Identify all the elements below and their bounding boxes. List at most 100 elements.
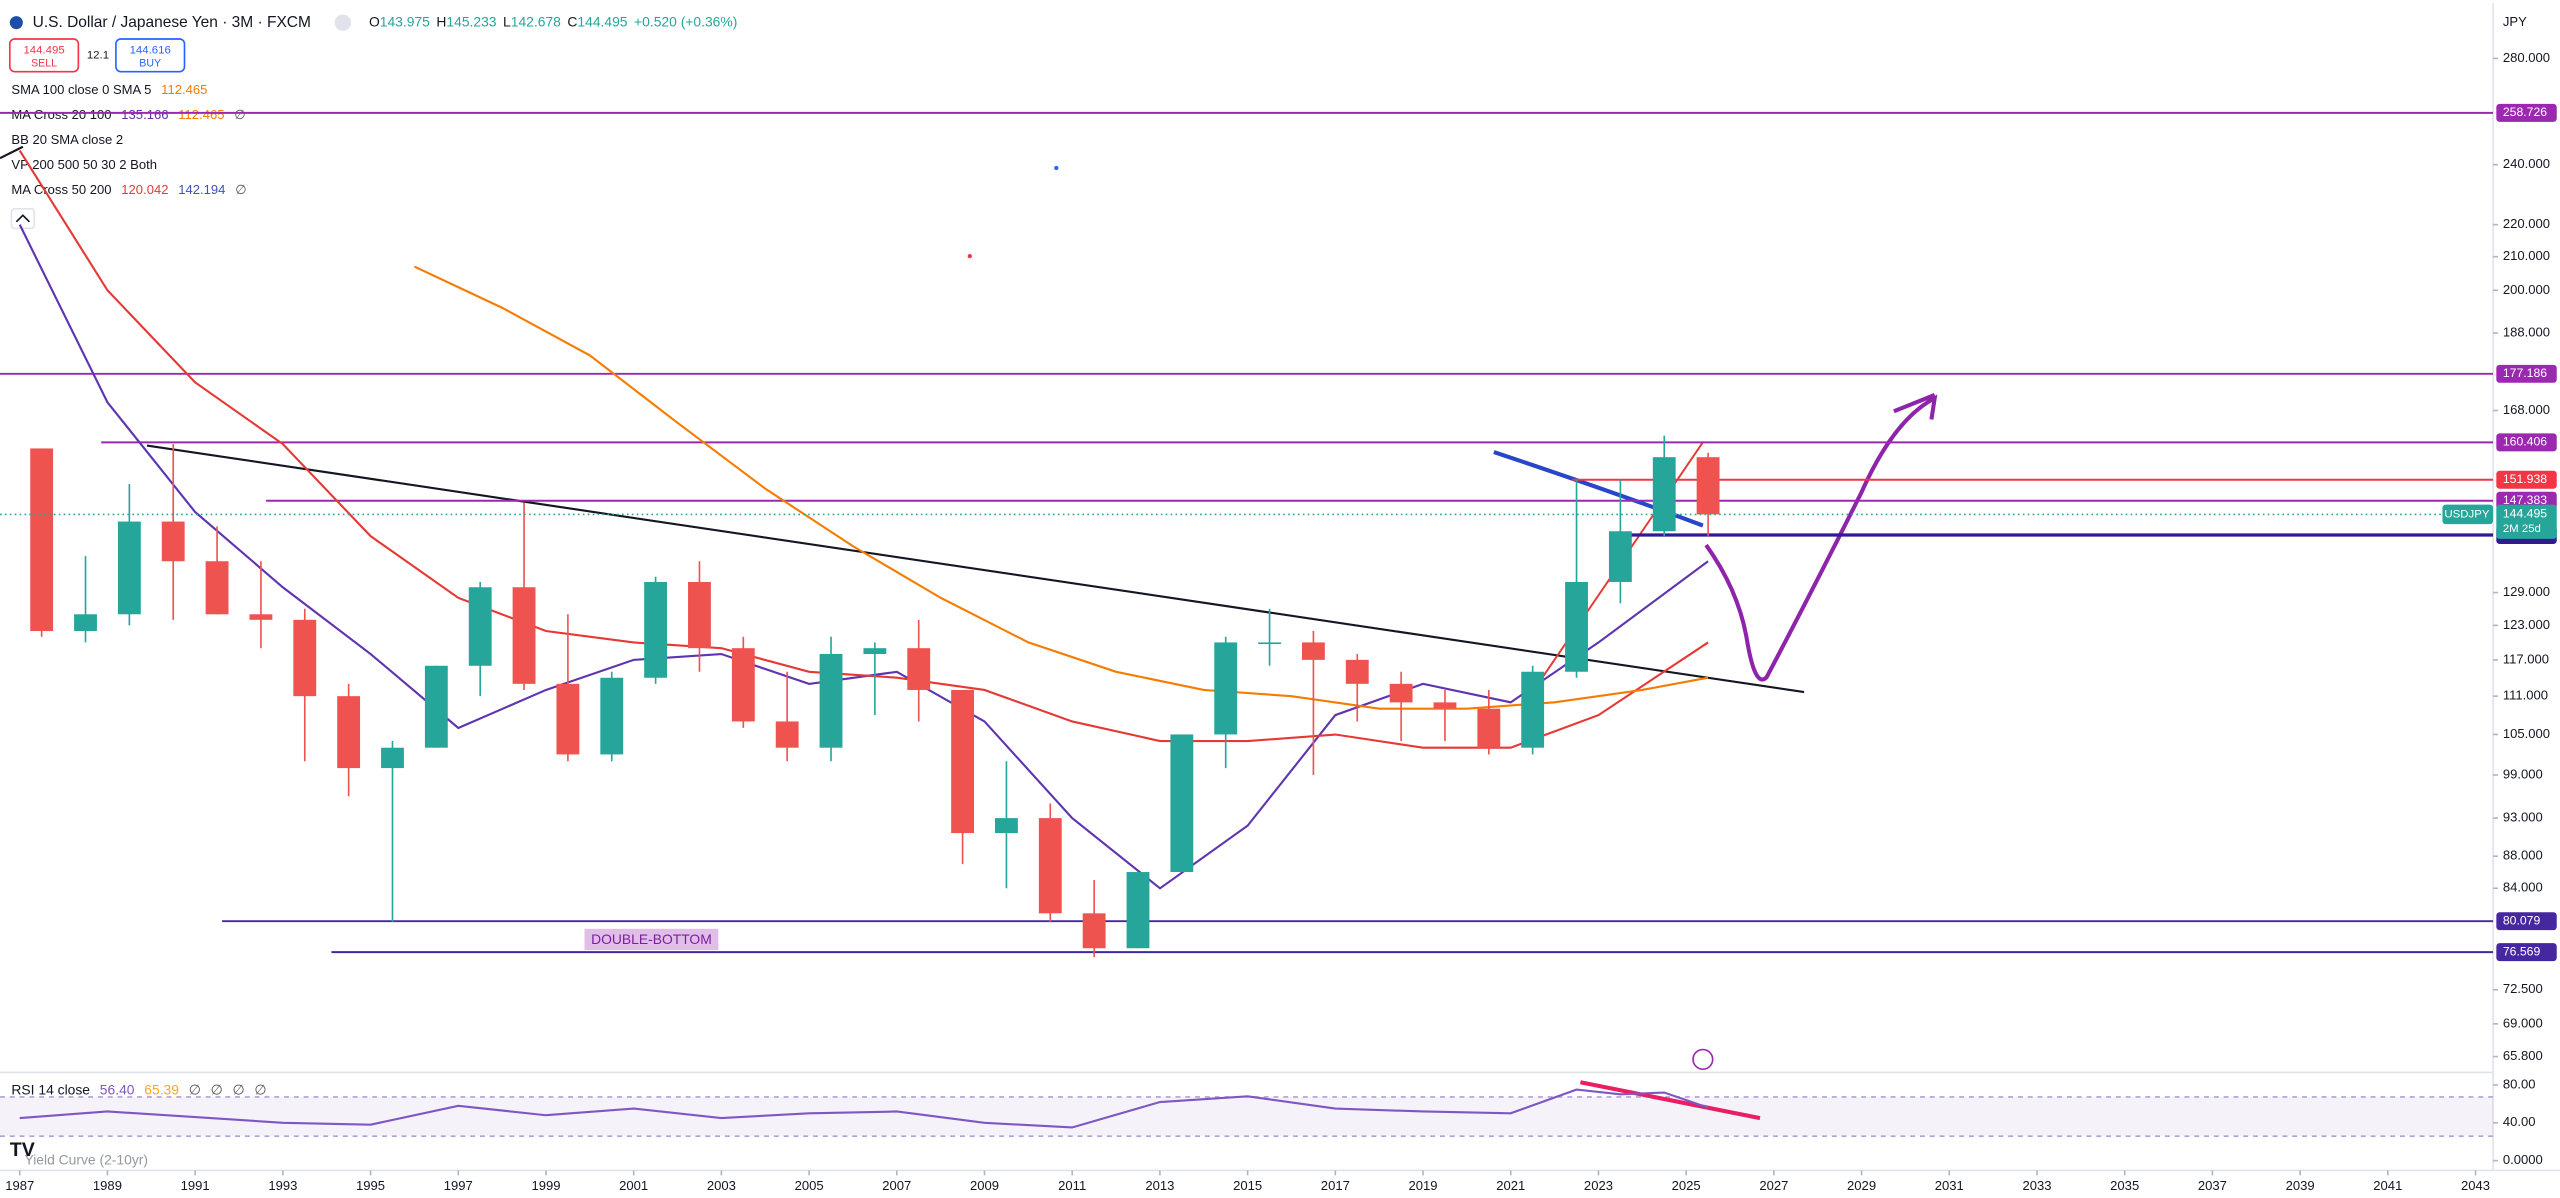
candle-body xyxy=(1389,683,1413,703)
indicator-value: ∅ xyxy=(254,1081,266,1097)
candle-body xyxy=(381,747,404,769)
x-tick-label: 2001 xyxy=(619,1178,648,1193)
symbol-badge-label: USDJPY xyxy=(2444,508,2489,520)
yield-label: Yield Curve (2-10yr) xyxy=(24,1151,147,1167)
menu-button[interactable] xyxy=(334,14,352,31)
candle-body xyxy=(1126,872,1150,949)
x-tick-label: 2011 xyxy=(1058,1178,1086,1193)
symbol-title: U.S. Dollar / Japanese Yen · 3M · FXCM xyxy=(33,14,311,31)
candle-body xyxy=(1038,818,1062,914)
level-badge-label: 177.186 xyxy=(2503,366,2547,380)
candle-body xyxy=(468,587,492,666)
x-tick-label: 2007 xyxy=(882,1178,911,1193)
indicator-value: 56.40 xyxy=(100,1081,135,1097)
x-tick-label: 2027 xyxy=(1759,1178,1788,1193)
y-tick-label: 188.000 xyxy=(2503,324,2550,339)
y-tick-label: 72.500 xyxy=(2503,981,2543,996)
ohlc-value: 143.975 xyxy=(380,13,430,29)
indicator-legend: MA Cross 20 100 135.166 112.465 ∅ xyxy=(11,108,245,123)
x-tick-label: 2017 xyxy=(1321,1178,1350,1193)
y-tick-label: 111.000 xyxy=(2503,688,2548,703)
level-badge-label: 160.406 xyxy=(2503,435,2547,449)
x-tick-label: 2041 xyxy=(2373,1178,2402,1193)
x-tick-label: 2039 xyxy=(2286,1178,2315,1193)
symbol-badge xyxy=(2442,504,2494,525)
x-tick-label: 2019 xyxy=(1409,1178,1438,1193)
indicator-value: 65.39 xyxy=(144,1081,179,1097)
candle-body xyxy=(644,581,668,678)
y-tick-label: 168.000 xyxy=(2503,402,2550,417)
candle-body xyxy=(819,654,843,748)
x-tick-label: 1989 xyxy=(93,1178,122,1193)
dot xyxy=(967,254,972,259)
indicator-value: ∅ xyxy=(189,1081,201,1097)
x-tick-label: 2031 xyxy=(1935,1178,1964,1193)
candle-body xyxy=(30,448,54,632)
x-tick-label: 1993 xyxy=(268,1178,297,1193)
candle-body xyxy=(1696,457,1720,515)
x-tick-label: 2009 xyxy=(970,1178,999,1193)
x-tick-label: 1995 xyxy=(356,1178,385,1193)
level-badge xyxy=(2496,103,2557,122)
level-badge-label: 76.569 xyxy=(2503,944,2541,958)
x-tick-label: 1991 xyxy=(181,1178,210,1193)
candle-body xyxy=(1301,642,1325,660)
y-tick-label: 84.000 xyxy=(2503,880,2543,895)
ohlc-value: 144.495 xyxy=(577,13,627,29)
indicator-value: 112.465 xyxy=(161,83,207,98)
buy-label: BUY xyxy=(139,57,161,69)
rsi-divergence xyxy=(1580,1080,1761,1121)
ohlc-value: 145.233 xyxy=(446,13,496,29)
price-badge xyxy=(2496,504,2557,539)
buy-button[interactable] xyxy=(115,38,186,73)
collapse-icon xyxy=(15,214,30,223)
ohlc-key: O xyxy=(369,13,380,29)
x-tick-label: 2023 xyxy=(1584,1178,1613,1193)
x-tick-label: 2037 xyxy=(2198,1178,2227,1193)
indicator-value: ∅ xyxy=(233,1081,245,1097)
x-tick-label: 1987 xyxy=(5,1178,34,1193)
candle-body xyxy=(1345,659,1369,684)
level-badge xyxy=(2496,470,2557,489)
candle-body xyxy=(775,721,799,748)
indicator-legend: SMA 100 close 0 SMA 5 112.465 xyxy=(11,83,207,98)
sell-button[interactable] xyxy=(8,38,80,73)
ohlc: O143.975 H145.233 L142.678 C144.495 +0.520 (… xyxy=(369,13,737,29)
dot xyxy=(1054,165,1059,171)
y-tick-label: 69.000 xyxy=(2503,1015,2543,1030)
level-badge-label: 151.938 xyxy=(2503,472,2547,486)
x-tick-label: 1997 xyxy=(444,1178,473,1193)
x-tick-label: 2013 xyxy=(1145,1178,1174,1193)
rsi-tick-label: 80.00 xyxy=(2503,1076,2536,1091)
x-tick-label: 2003 xyxy=(707,1178,736,1193)
candle-body xyxy=(249,614,273,620)
ohlc-key: H xyxy=(436,13,446,29)
logo: TV xyxy=(10,1139,35,1161)
level-badge xyxy=(2496,943,2557,962)
flag-icon xyxy=(9,16,23,30)
x-tick-label: 2033 xyxy=(2022,1178,2051,1193)
y-tick-label: 105.000 xyxy=(2503,726,2550,741)
y-tick-label: 117.000 xyxy=(2503,651,2549,666)
y-tick-label: 200.000 xyxy=(2503,282,2550,297)
candle-body xyxy=(424,665,448,748)
indicator-name: MA Cross 20 100 xyxy=(11,108,111,123)
y-tick-label: 65.800 xyxy=(2503,1048,2543,1063)
candle-body xyxy=(1477,708,1501,748)
x-tick-label: 2025 xyxy=(1672,1178,1701,1193)
indicator-name: MA Cross 50 200 xyxy=(11,183,111,198)
y-tick-label: 210.000 xyxy=(2503,248,2550,263)
level-badge xyxy=(2496,433,2557,452)
change: +0.520 (+0.36%) xyxy=(634,13,737,29)
ohlc-key: L xyxy=(503,13,511,29)
collapse-button[interactable] xyxy=(10,207,36,230)
indicator-legend: MA Cross 50 200 120.042 142.194 ∅ xyxy=(11,183,246,198)
x-tick-label: 2035 xyxy=(2110,1178,2139,1193)
indicator-value: ∅ xyxy=(235,183,246,198)
indicator-name: SMA 100 close 0 SMA 5 xyxy=(11,83,151,98)
indicator-value: 120.042 xyxy=(121,183,168,198)
candle-body xyxy=(1214,642,1238,735)
candle-body xyxy=(293,619,317,697)
candle-body xyxy=(1521,671,1545,748)
alert-icon[interactable] xyxy=(1692,1048,1714,1071)
